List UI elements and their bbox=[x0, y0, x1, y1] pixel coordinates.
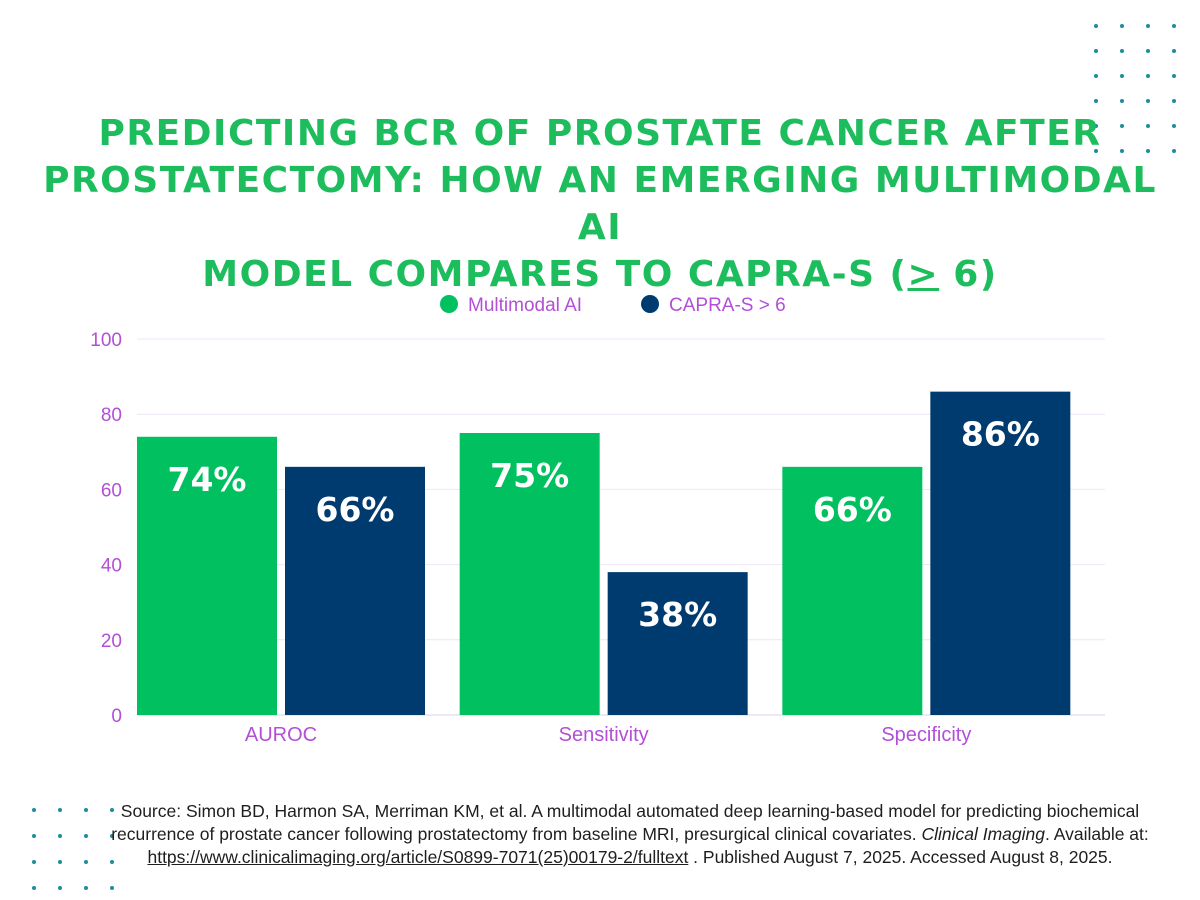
decorative-dot bbox=[1094, 24, 1098, 28]
decorative-dot bbox=[1120, 149, 1124, 153]
x-category-label: Specificity bbox=[881, 724, 971, 746]
x-axis: AUROC Sensitivity Specificity bbox=[245, 724, 971, 746]
y-tick-label: 60 bbox=[101, 480, 122, 501]
legend-label: Multimodal AI bbox=[468, 295, 582, 316]
y-tick-label: 80 bbox=[101, 405, 122, 426]
decorative-dot bbox=[1172, 124, 1176, 128]
decorative-dot bbox=[32, 886, 36, 890]
decorative-dot bbox=[58, 860, 62, 864]
title-line-3: MODEL COMPARES TO CAPRA-S (> 6) bbox=[40, 251, 1160, 298]
bar-value-label: 86% bbox=[961, 415, 1040, 454]
decorative-dot bbox=[84, 834, 88, 838]
decorative-dot bbox=[1094, 49, 1098, 53]
bar-chart: 0 20 40 60 80 100 74% 66% 75% 38% 66% 86% AUROC Sen… bbox=[90, 295, 1105, 746]
bar-value-label: 66% bbox=[316, 490, 395, 529]
title-line-2: PROSTATECTOMY: HOW AN EMERGING MULTIMODA… bbox=[43, 160, 1157, 248]
legend: Multimodal AI CAPRA-S > 6 bbox=[440, 295, 786, 316]
title-line-3-text: MODEL COMPARES TO CAPRA-S ( bbox=[202, 254, 908, 295]
citation-dates: . Published August 7, 2025. Accessed Aug… bbox=[688, 847, 1113, 867]
bar bbox=[607, 572, 748, 715]
source-citation: Source: Simon BD, Harmon SA, Merriman KM… bbox=[110, 800, 1150, 869]
bar bbox=[137, 436, 277, 715]
decorative-dot bbox=[84, 886, 88, 890]
bar-value-label: 74% bbox=[168, 460, 247, 499]
bar bbox=[930, 391, 1071, 715]
decorative-dot bbox=[84, 808, 88, 812]
decorative-dot bbox=[1146, 74, 1150, 78]
bar bbox=[285, 466, 425, 715]
citation-text: Source: Simon BD, Harmon SA, Merriman KM… bbox=[111, 801, 1140, 844]
decorative-dot bbox=[58, 808, 62, 812]
title-line-3-end: 6) bbox=[939, 254, 998, 295]
y-tick-label: 0 bbox=[111, 706, 122, 727]
y-axis: 0 20 40 60 80 100 bbox=[90, 330, 122, 727]
decorative-dot bbox=[110, 886, 114, 890]
decorative-dot bbox=[1146, 24, 1150, 28]
decorative-dot bbox=[32, 860, 36, 864]
bar-value-label: 75% bbox=[490, 456, 569, 495]
decorative-dot bbox=[1120, 24, 1124, 28]
bar-value-label: 66% bbox=[813, 490, 892, 529]
y-tick-label: 20 bbox=[101, 631, 122, 652]
decorative-dot bbox=[1172, 24, 1176, 28]
title-ge-symbol: > bbox=[907, 254, 940, 295]
decorative-dot bbox=[110, 808, 114, 812]
decorative-dot bbox=[110, 860, 114, 864]
bar-value-label: 38% bbox=[638, 595, 717, 634]
decorative-dot bbox=[1094, 74, 1098, 78]
decorative-dot bbox=[58, 886, 62, 890]
bar bbox=[782, 466, 923, 715]
decorative-dot bbox=[1146, 49, 1150, 53]
decorative-dot bbox=[110, 834, 114, 838]
bar bbox=[459, 433, 600, 715]
chart-title: PREDICTING BCR OF PROSTATE CANCER AFTER … bbox=[40, 110, 1160, 298]
decorative-dot bbox=[58, 834, 62, 838]
decorative-dot bbox=[32, 808, 36, 812]
decorative-dot bbox=[1172, 74, 1176, 78]
decorative-dot bbox=[1172, 149, 1176, 153]
decorative-dot bbox=[1146, 99, 1150, 103]
decorative-dot bbox=[1146, 124, 1150, 128]
decorative-dot bbox=[1120, 99, 1124, 103]
bars: 74% 66% 75% 38% 66% 86% bbox=[137, 391, 1071, 715]
decorative-dot bbox=[1120, 124, 1124, 128]
x-category-label: Sensitivity bbox=[559, 724, 649, 746]
decorative-dot bbox=[1094, 124, 1098, 128]
decorative-dot bbox=[32, 834, 36, 838]
decorative-dot bbox=[1146, 149, 1150, 153]
decorative-dot-grid-bottom-left bbox=[32, 808, 114, 890]
y-tick-label: 100 bbox=[90, 330, 122, 351]
title-line-1: PREDICTING BCR OF PROSTATE CANCER AFTER bbox=[98, 113, 1102, 154]
x-category-label: AUROC bbox=[245, 724, 317, 746]
decorative-dot bbox=[1172, 49, 1176, 53]
decorative-dot bbox=[1120, 74, 1124, 78]
decorative-dot-grid-top-right bbox=[1094, 24, 1176, 153]
decorative-dot bbox=[1094, 99, 1098, 103]
journal-name: Clinical Imaging bbox=[921, 824, 1045, 844]
legend-swatch bbox=[641, 295, 659, 313]
decorative-dot bbox=[84, 860, 88, 864]
decorative-dot bbox=[1172, 99, 1176, 103]
legend-swatch bbox=[440, 295, 458, 313]
citation-available: . Available at: bbox=[1044, 824, 1149, 844]
decorative-dot bbox=[1094, 149, 1098, 153]
article-link[interactable]: https://www.clinicalimaging.org/article/… bbox=[147, 847, 689, 867]
y-tick-label: 40 bbox=[101, 556, 122, 577]
decorative-dot bbox=[1120, 49, 1124, 53]
legend-label: CAPRA-S > 6 bbox=[669, 295, 786, 316]
